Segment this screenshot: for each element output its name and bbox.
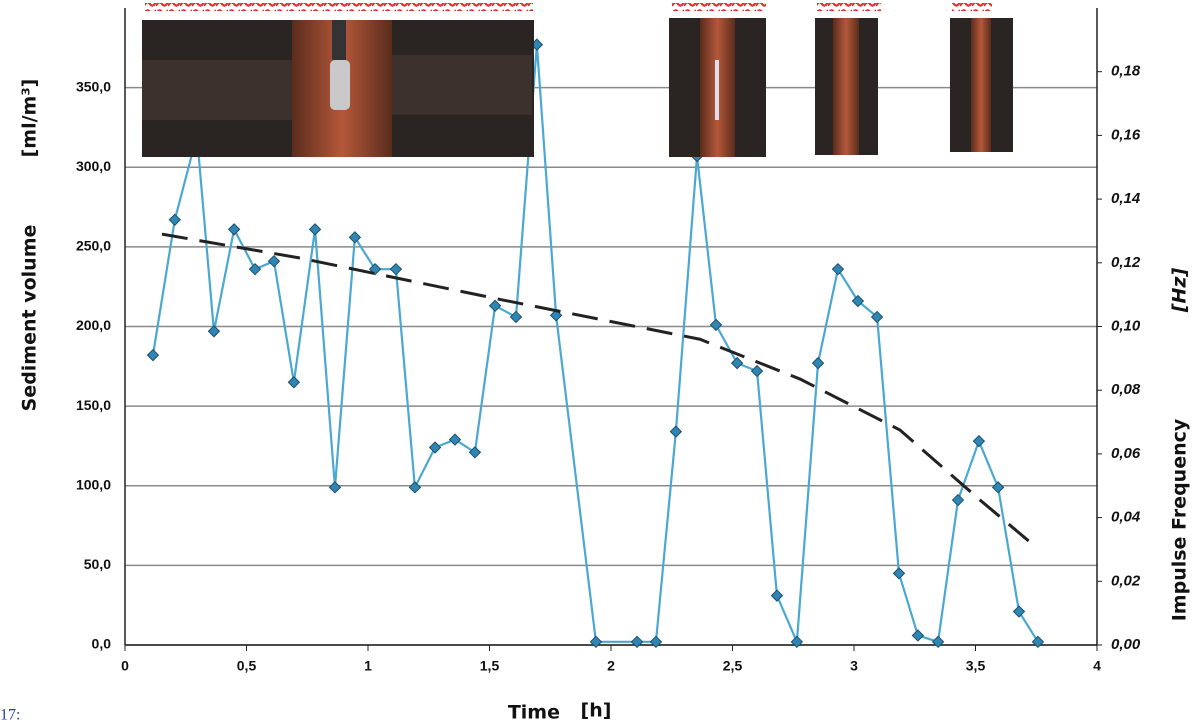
x-tick-label: 0 (121, 658, 129, 674)
data-point (892, 567, 906, 580)
y-tick-label: 300,0 (76, 158, 111, 174)
data-point (991, 481, 1005, 494)
data-point (287, 376, 301, 389)
inset-texture (392, 55, 532, 115)
data-point (389, 262, 403, 276)
y2-axis-title: Impulse Frequency (1169, 418, 1191, 621)
y2-tick-label: 0,10 (1111, 317, 1141, 334)
y2-tick-label: 0,00 (1111, 636, 1141, 653)
y-tick-label: 150,0 (76, 397, 111, 413)
data-point (730, 356, 744, 370)
y-tick-label: 50,0 (84, 556, 111, 572)
y-tick-label: 200,0 (76, 317, 111, 333)
x-tick-label: 1 (364, 658, 372, 674)
y2-tick-label: 0,06 (1111, 445, 1141, 462)
data-point (308, 223, 322, 236)
inset-probe (715, 60, 719, 120)
data-point (790, 635, 804, 649)
y2-tick-label: 0,08 (1111, 381, 1141, 398)
data-point (770, 589, 784, 602)
y-tick-label: 350,0 (76, 78, 111, 94)
data-point (207, 325, 221, 338)
annotation: 17: (0, 707, 20, 724)
data-point (348, 231, 362, 244)
data-point (649, 635, 663, 649)
data-point (951, 493, 965, 507)
y2-tick-label: 0,12 (1111, 254, 1141, 271)
y2-tick-label: 0,04 (1111, 509, 1141, 526)
x-tick-label: 1,5 (480, 658, 500, 674)
inset-probe (330, 60, 350, 110)
x-tick-label: 0,5 (237, 658, 257, 674)
y2-tick-label: 0,02 (1111, 572, 1141, 589)
data-point (630, 635, 644, 649)
data-point (267, 255, 281, 268)
data-point (328, 481, 342, 494)
data-point (851, 294, 865, 308)
data-point (709, 318, 723, 332)
wave (952, 3, 992, 11)
data-point (669, 425, 683, 438)
y-tick-label: 0,0 (92, 636, 112, 652)
data-point (468, 446, 482, 459)
inset-texture (142, 60, 292, 120)
data-point (870, 310, 884, 324)
y-tick-label: 100,0 (76, 476, 111, 492)
y-axis-title: Sediment volume (19, 225, 41, 412)
x-axis-title: Time (508, 702, 560, 724)
data-point (1012, 605, 1026, 618)
x-tick-label: 4 (1093, 658, 1101, 674)
x-tick-label: 2 (607, 658, 615, 674)
data-point (750, 364, 764, 378)
x-tick-label: 3 (850, 658, 858, 674)
x-tick-label: 2,5 (723, 658, 743, 674)
data-point (589, 635, 603, 649)
x-tick-label: 3,5 (966, 658, 986, 674)
inset-probe (332, 20, 346, 60)
data-point (448, 433, 462, 446)
data-point (168, 213, 182, 227)
x-axis-unit: [h] (581, 700, 612, 722)
wave (817, 3, 881, 11)
plot-area: 0,0 50,0 100,0 150,0 200,0 250,0 300,0 350,0 0,0… (76, 8, 1141, 674)
data-point (248, 262, 262, 276)
data-point (972, 434, 986, 448)
data-point (509, 310, 523, 324)
data-point (146, 348, 160, 362)
wave (672, 3, 766, 11)
inset-images (142, 3, 1013, 157)
y-tick-label: 250,0 (76, 238, 111, 254)
trend-line (161, 232, 1035, 546)
data-point (831, 262, 845, 276)
data-point (1031, 635, 1045, 649)
y-axis-unit: [ml/m³] (19, 79, 41, 158)
wave (145, 3, 533, 11)
data-point (227, 223, 241, 236)
y2-tick-label: 0,16 (1111, 126, 1141, 143)
y2-axis-unit: [Hz] (1169, 268, 1191, 314)
data-point (931, 635, 945, 649)
data-point (408, 481, 422, 494)
y2-tick-label: 0,14 (1111, 190, 1141, 207)
inset-pipe (833, 18, 859, 155)
data-point (428, 441, 442, 454)
inset-pipe (971, 18, 991, 152)
data-point (488, 299, 502, 313)
data-point (911, 629, 925, 642)
data-point (811, 356, 825, 370)
y2-tick-label: 0,18 (1111, 63, 1141, 80)
